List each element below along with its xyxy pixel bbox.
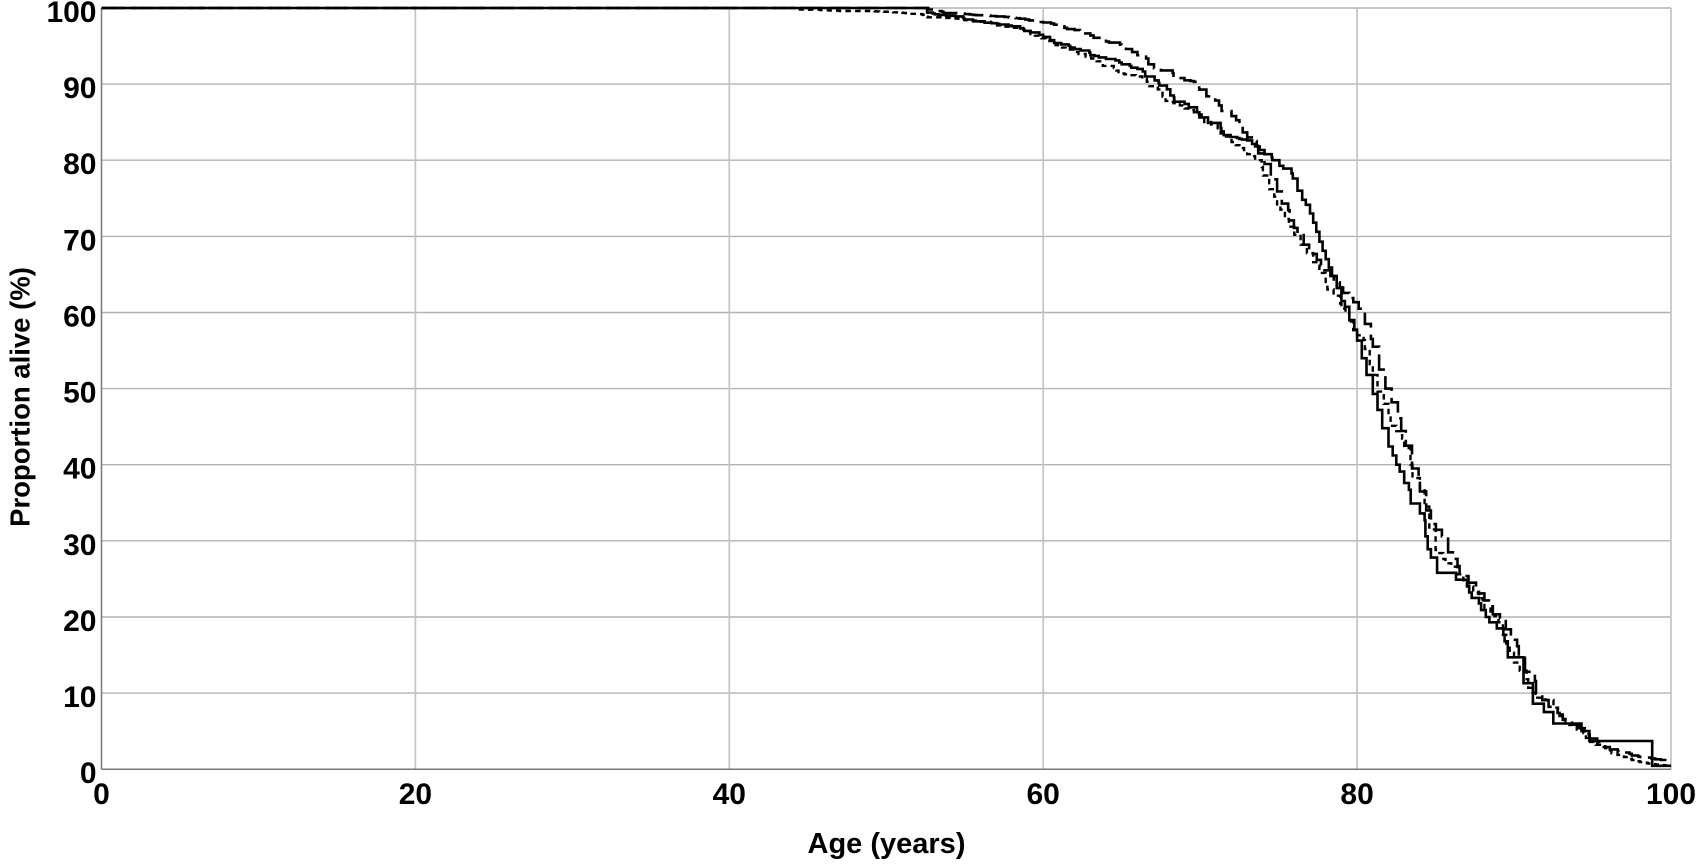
svg-text:100: 100 — [46, 0, 96, 29]
svg-text:40: 40 — [713, 778, 746, 811]
svg-text:0: 0 — [93, 778, 110, 811]
svg-text:60: 60 — [1027, 778, 1060, 811]
svg-text:10: 10 — [63, 681, 96, 714]
svg-text:50: 50 — [63, 377, 96, 410]
svg-text:90: 90 — [63, 72, 96, 105]
svg-text:100: 100 — [1646, 778, 1696, 811]
svg-text:70: 70 — [63, 224, 96, 257]
svg-text:80: 80 — [1340, 778, 1373, 811]
svg-text:Proportion alive (%): Proportion alive (%) — [5, 267, 36, 527]
svg-text:20: 20 — [399, 778, 432, 811]
svg-text:60: 60 — [63, 301, 96, 334]
svg-text:80: 80 — [63, 148, 96, 181]
svg-text:0: 0 — [80, 757, 97, 790]
svg-text:20: 20 — [63, 605, 96, 638]
svg-text:30: 30 — [63, 529, 96, 562]
svg-text:40: 40 — [63, 453, 96, 486]
svg-text:Age (years): Age (years) — [808, 828, 966, 860]
